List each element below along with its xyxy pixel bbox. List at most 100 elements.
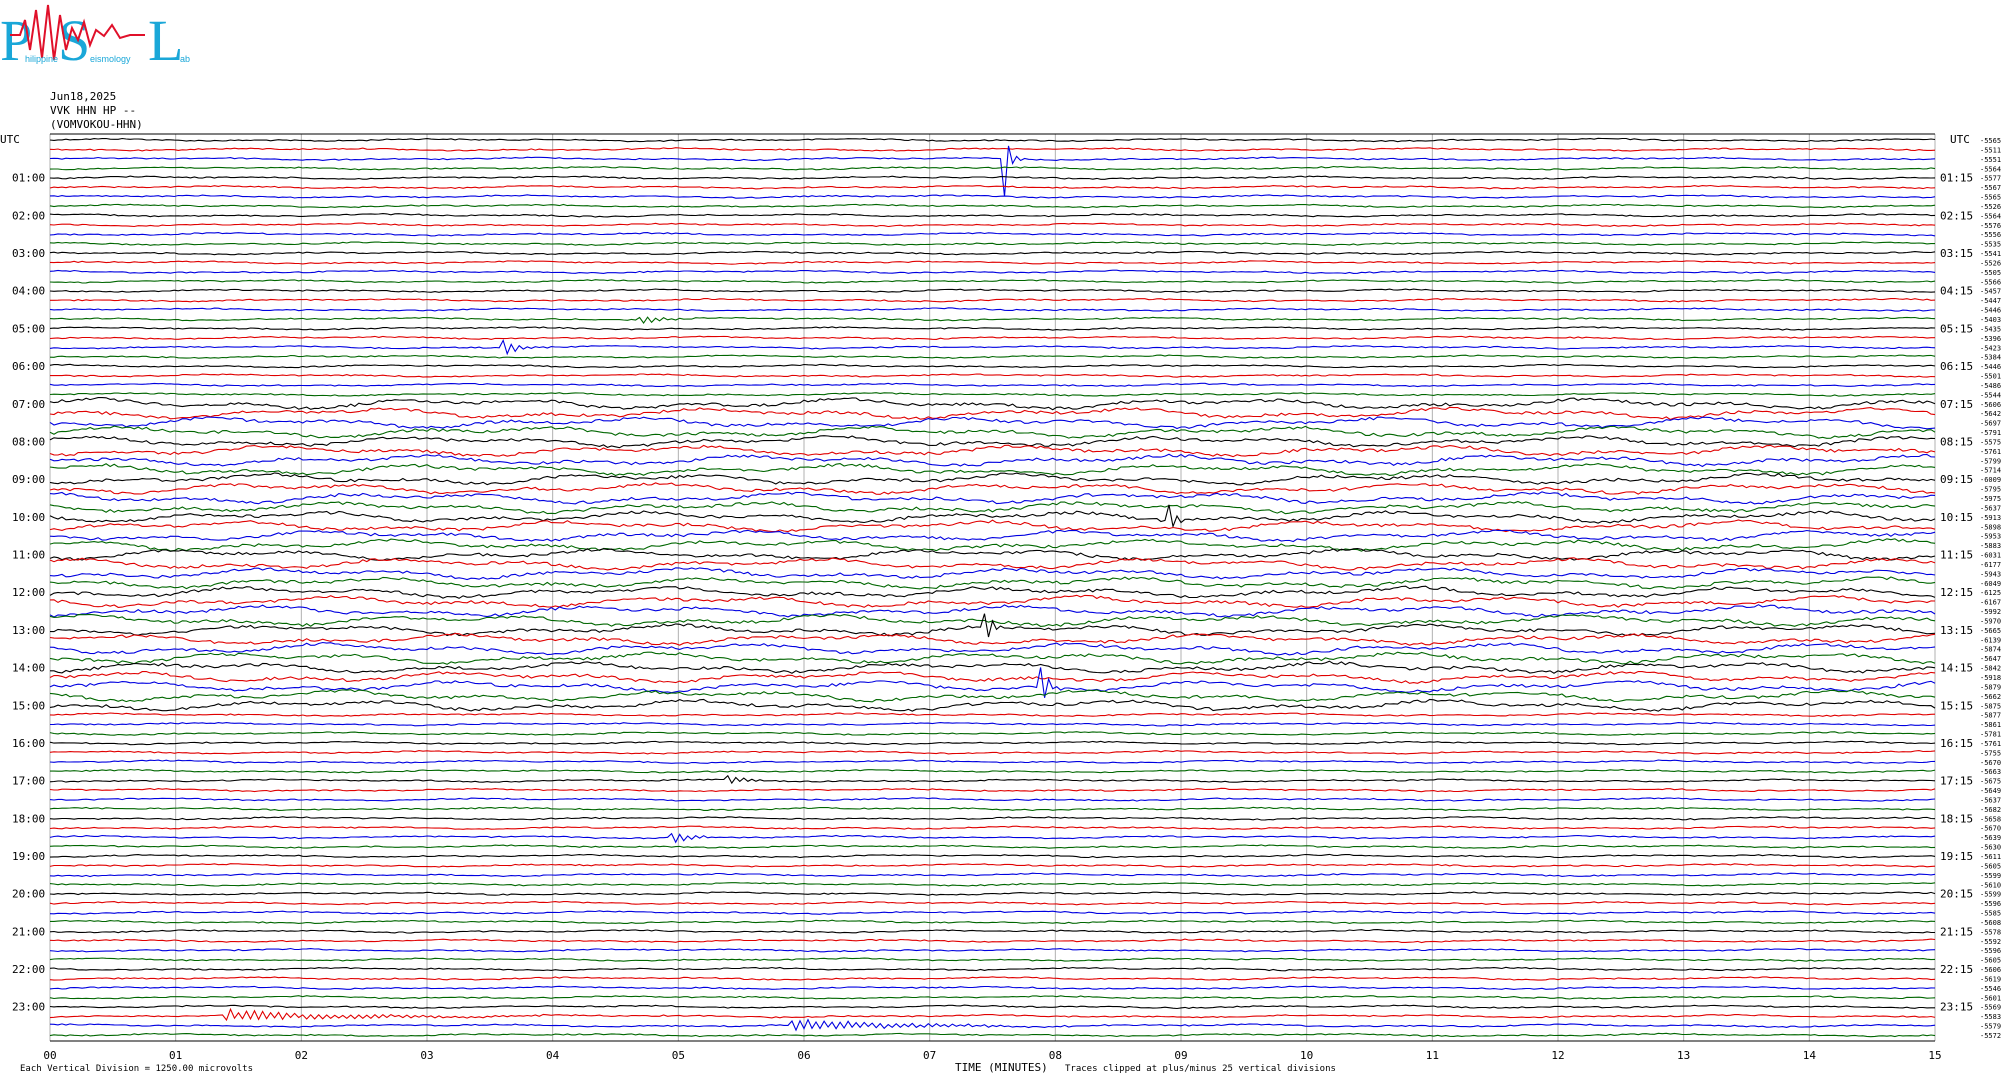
trace-offset-label: -5577	[1980, 175, 2001, 183]
trace-offset-label: -5755	[1980, 749, 2001, 757]
trace-line-68	[49, 774, 1936, 785]
trace-offset-label: -5596	[1980, 947, 2001, 955]
trace-offset-label: -5599	[1980, 872, 2001, 880]
right-hour-label: 02:15	[1940, 209, 1973, 222]
trace-line-15	[49, 279, 1936, 284]
left-hour-label: 04:00	[12, 285, 45, 298]
trace-line-25	[50, 373, 1936, 378]
trace-offset-label: -5599	[1980, 891, 2001, 899]
trace-offset-label: -5877	[1980, 712, 2001, 720]
trace-line-32	[49, 435, 1936, 449]
trace-offset-label: -5435	[1980, 325, 2001, 333]
trace-offset-label: -5761	[1980, 448, 2001, 456]
right-hour-label: 11:15	[1940, 549, 1973, 562]
trace-line-70	[49, 797, 1936, 802]
trace-line-35	[49, 463, 1936, 477]
trace-line-37	[49, 482, 1936, 495]
logo-word-seismology: eismology	[90, 54, 131, 64]
trace-line-90	[49, 985, 1936, 990]
right-hour-label: 06:15	[1940, 360, 1973, 373]
left-hour-label: 17:00	[12, 775, 45, 788]
left-hour-label: 02:00	[12, 209, 45, 222]
trace-offset-label: -5578	[1980, 928, 2001, 936]
right-hour-label: 20:15	[1940, 888, 1973, 901]
trace-offset-label: -5799	[1980, 457, 2001, 465]
trace-offset-label: -5505	[1980, 269, 2001, 277]
trace-line-28	[49, 397, 1936, 411]
trace-offset-label: -5953	[1980, 533, 2001, 541]
trace-line-84	[49, 929, 1935, 934]
trace-line-91	[49, 995, 1936, 1000]
trace-line-18	[49, 307, 1935, 312]
logo-seismogram-icon	[10, 4, 145, 61]
trace-offset-label: -5647	[1980, 655, 2001, 663]
left-hour-label: 21:00	[12, 925, 45, 938]
trace-offset-label: -5992	[1980, 608, 2001, 616]
trace-offset-label: -5879	[1980, 683, 2001, 691]
logo-letter-l: L	[148, 8, 183, 70]
psl-logo: P S L hilippine eismology ab	[0, 4, 190, 70]
trace-offset-label: -5649	[1980, 787, 2001, 795]
trace-line-2	[49, 145, 1936, 197]
trace-line-45	[49, 557, 1936, 571]
x-tick-label: 06	[797, 1049, 810, 1062]
trace-line-9	[49, 222, 1936, 228]
trace-offset-label: -5670	[1980, 759, 2001, 767]
trace-line-30	[49, 416, 1936, 430]
trace-line-41	[49, 519, 1936, 533]
left-hour-label: 01:00	[12, 172, 45, 185]
trace-offset-label: -5569	[1980, 1004, 2001, 1012]
trace-line-31	[49, 425, 1936, 439]
trace-offset-label: -6177	[1980, 561, 2001, 569]
trace-offset-label: -5697	[1980, 420, 2001, 428]
left-hour-label: 11:00	[12, 549, 45, 562]
trace-line-82	[49, 910, 1936, 915]
right-hour-label: 07:15	[1940, 398, 1973, 411]
left-hour-label: 19:00	[12, 850, 45, 863]
left-hour-label: 16:00	[12, 737, 45, 750]
trace-line-24	[49, 363, 1936, 369]
trace-offset-label: -5457	[1980, 288, 2001, 296]
left-hour-label: 09:00	[12, 473, 45, 486]
left-hour-label: 13:00	[12, 624, 45, 637]
trace-line-88	[49, 966, 1936, 972]
trace-offset-label: -5637	[1980, 796, 2001, 804]
x-tick-label: 07	[923, 1049, 936, 1062]
trace-line-38	[49, 491, 1936, 505]
left-hour-label: 22:00	[12, 963, 45, 976]
logo-word-philippine: hilippine	[25, 54, 58, 64]
trace-line-22	[49, 338, 1936, 356]
trace-line-60	[49, 698, 1936, 712]
right-hour-label: 01:15	[1940, 172, 1973, 185]
left-hour-label: 23:00	[12, 1001, 45, 1014]
trace-offset-label: -5682	[1980, 806, 2001, 814]
trace-offset-label: -5423	[1980, 344, 2001, 352]
clip-note: Traces clipped at plus/minus 25 vertical…	[1065, 1064, 1336, 1074]
trace-line-12	[49, 250, 1936, 256]
trace-line-89	[49, 976, 1936, 981]
trace-line-14	[49, 269, 1936, 274]
trace-line-40	[49, 504, 1936, 529]
trace-line-50	[49, 604, 1936, 618]
trace-offset-label: -5662	[1980, 693, 2001, 701]
trace-offset-label: -5970	[1980, 617, 2001, 625]
right-hour-label: 04:15	[1940, 285, 1973, 298]
trace-offset-label: -5572	[1980, 1032, 2001, 1040]
trace-group	[49, 137, 1936, 1038]
trace-offset-label: -6009	[1980, 476, 2001, 484]
trace-line-26	[49, 382, 1936, 388]
trace-line-55	[49, 651, 1936, 665]
right-hour-label: 10:15	[1940, 511, 1973, 524]
trace-line-39	[49, 500, 1936, 515]
trace-line-49	[49, 594, 1936, 608]
trace-line-69	[49, 787, 1936, 793]
trace-line-85	[49, 938, 1936, 944]
left-hour-label: 08:00	[12, 435, 45, 448]
trace-offset-label: -5608	[1980, 919, 2001, 927]
trace-line-61	[49, 712, 1936, 717]
trace-offset-label: -5575	[1980, 438, 2001, 446]
x-tick-label: 10	[1300, 1049, 1313, 1062]
right-hour-label: 15:15	[1940, 699, 1973, 712]
x-tick-label: 02	[295, 1049, 308, 1062]
